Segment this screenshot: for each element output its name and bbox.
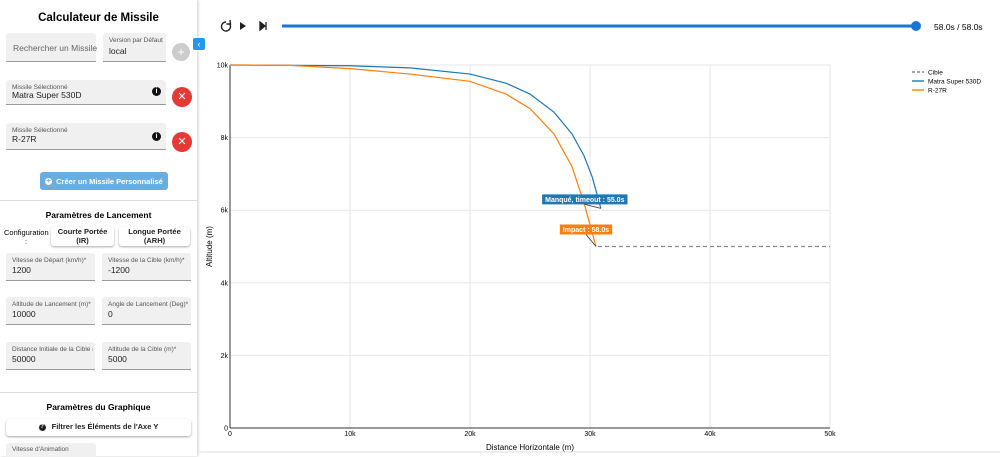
config-button[interactable]: Courte Portée (IR) — [51, 227, 114, 246]
field-label: Altitude de Lancement (m)* — [12, 301, 91, 308]
section-title: Paramètres de Lancement — [45, 210, 152, 220]
annotation-pointer — [584, 203, 601, 209]
time-label: 58.0s / 58.0s — [934, 22, 983, 32]
series-line — [229, 64, 597, 247]
progress-thumb[interactable] — [911, 21, 921, 31]
param-field[interactable]: Distance Initiale de la Cible (m) 50000 — [6, 342, 95, 370]
field-value: 5000 — [108, 354, 127, 364]
legend-label: R-27R — [928, 88, 947, 95]
legend-label: Cible — [928, 70, 943, 77]
selected-missile[interactable]: Missile Sélectionné Matra Super 530D i — [6, 80, 166, 105]
selected-missile[interactable]: Missile Sélectionné R-27R i — [6, 123, 166, 150]
filter-button[interactable]: ? Filtrer les Éléments de l'Axe Y — [6, 419, 191, 436]
skip-button[interactable] — [259, 20, 267, 32]
info-icon[interactable]: i — [152, 132, 161, 141]
field-label: Distance Initiale de la Cible (m) — [12, 346, 93, 353]
annotation: Impact : 58.0s — [559, 224, 613, 247]
remove-button[interactable]: ✕ — [172, 87, 192, 107]
annotation: Manqué, timeout : 55.0s — [542, 194, 628, 209]
add-button[interactable]: + — [172, 43, 190, 61]
create-missile-button[interactable]: + Créer un Missile Personnalisé — [40, 172, 168, 190]
legend-label: Matra Super 530D — [928, 79, 981, 86]
player-controls: 58.0s / 58.0s — [220, 19, 983, 32]
x-tick-label: 10k — [344, 431, 356, 438]
divider — [0, 392, 197, 393]
section-title: Paramètres du Graphique — [46, 402, 151, 412]
y-axis-label: Altitude (m) — [205, 226, 214, 267]
field-label: Vitesse de la Cible (km/h)* — [108, 257, 185, 264]
field-label: Vitesse de Départ (km/h)* — [12, 257, 87, 264]
field-label: Missile Sélectionné — [12, 127, 68, 134]
field-value: 0 — [108, 309, 113, 319]
annotation-box — [542, 194, 628, 205]
x-tick-label: 50k — [824, 431, 836, 438]
annotation-text: Impact : 58.0s — [563, 227, 609, 234]
y-tick-label: 0 — [224, 426, 228, 433]
x-tick-label: 30k — [584, 431, 596, 438]
sidebar: Calculateur de Missile Rechercher un Mis… — [0, 0, 205, 457]
field-value: 1200 — [12, 265, 31, 275]
y-tick-label: 6k — [221, 208, 229, 215]
field-value: Matra Super 530D — [12, 90, 82, 100]
field-label: Angle de Lancement (Deg)* — [108, 301, 189, 308]
field-label: Version par Défaut — [109, 37, 163, 44]
field-value: -1200 — [108, 265, 130, 275]
field-label: Missile Sélectionné — [12, 84, 68, 91]
configuration-label: Configuration : — [4, 228, 49, 246]
play-button[interactable] — [240, 22, 246, 30]
animation-speed-field[interactable]: Vitesse d'Animation — [6, 443, 96, 457]
y-tick-label: 4k — [221, 280, 229, 287]
collapse-button[interactable]: ‹ — [193, 38, 205, 50]
chart: 0 10k 20k 30k 40k 50k 0 2k 4k 6k 8k 10k Distance Hor… — [205, 63, 981, 453]
version-field[interactable]: Version par Défaut local — [103, 33, 166, 62]
divider — [0, 200, 197, 201]
search-placeholder: Rechercher un Missile — [13, 43, 98, 53]
annotation-box — [559, 224, 613, 235]
series-line — [229, 64, 602, 209]
y-tick-label: 10k — [217, 63, 229, 70]
x-axis-label: Distance Horizontale (m) — [486, 443, 574, 452]
field-value: 10000 — [12, 309, 36, 319]
x-tick-label: 20k — [464, 431, 476, 438]
restart-button[interactable] — [220, 19, 232, 32]
annotation-pointer — [585, 234, 597, 247]
x-tick-label: 40k — [704, 431, 716, 438]
field-value: 50000 — [12, 354, 36, 364]
param-field[interactable]: Altitude de Lancement (m)* 10000 — [6, 297, 95, 325]
button-label: Filtrer les Éléments de l'Axe Y — [51, 422, 159, 432]
y-tick-label: 8k — [221, 135, 229, 142]
button-label: Créer un Missile Personnalisé — [56, 176, 163, 186]
param-field[interactable]: Vitesse de la Cible (km/h)* -1200 — [102, 253, 191, 281]
main-panel: 58.0s / 58.0s 0 10k 20k 30k 40k 50k 0 2k 4k 6k 8k 1… — [200, 19, 1000, 453]
info-icon[interactable]: i — [152, 87, 161, 96]
config-button[interactable]: Longue Portée (ARH) — [119, 227, 190, 246]
param-field[interactable]: Angle de Lancement (Deg)* 0 — [102, 297, 191, 325]
remove-button[interactable]: ✕ — [172, 132, 192, 152]
search-field[interactable]: Rechercher un Missile — [6, 33, 98, 62]
x-tick-label: 0 — [228, 431, 232, 438]
y-tick-label: 2k — [221, 353, 229, 360]
sidebar-title: Calculateur de Missile — [38, 12, 159, 24]
field-label: Altitude de la Cible (m)* — [108, 346, 177, 353]
param-field[interactable]: Altitude de la Cible (m)* 5000 — [102, 342, 191, 370]
annotation-text: Manqué, timeout : 55.0s — [545, 197, 624, 204]
field-label: Vitesse d'Animation — [12, 446, 69, 453]
field-value: R-27R — [12, 134, 37, 144]
param-field[interactable]: Vitesse de Départ (km/h)* 1200 — [6, 253, 95, 281]
field-value: local — [109, 46, 127, 56]
